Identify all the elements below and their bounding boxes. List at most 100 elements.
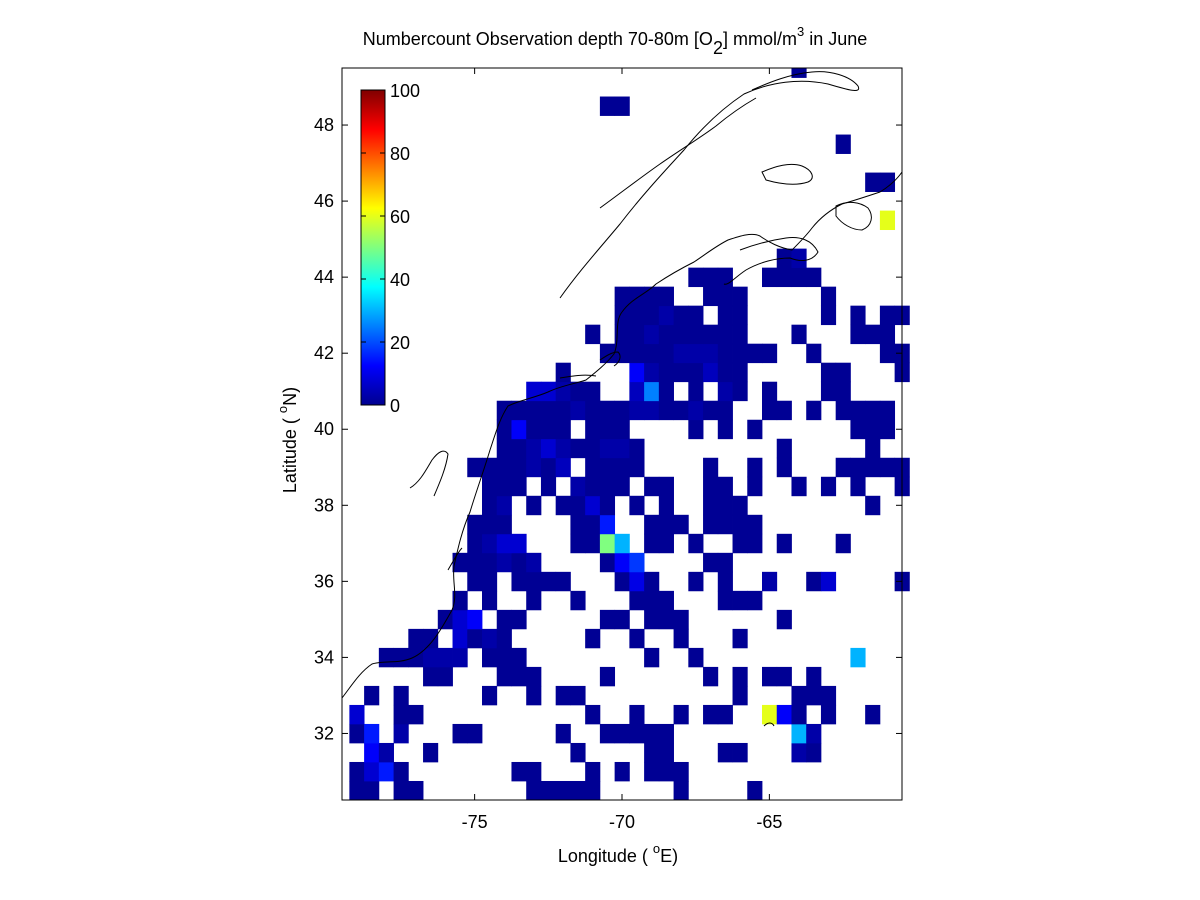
heatmap-cell bbox=[540, 780, 557, 801]
heatmap-cell bbox=[717, 476, 733, 497]
coastline-nova-scotia bbox=[723, 237, 819, 285]
y-tick-label: 46 bbox=[314, 191, 334, 211]
heatmap-cell bbox=[820, 305, 837, 326]
heatmap-cell bbox=[806, 685, 822, 706]
heatmap-cell bbox=[496, 495, 512, 516]
heatmap-cell bbox=[717, 514, 733, 535]
heatmap-cell bbox=[482, 495, 498, 516]
heatmap-cell bbox=[599, 96, 616, 116]
heatmap-cell bbox=[732, 742, 748, 763]
heatmap-cell bbox=[629, 381, 645, 402]
colorbar-tick-label: 80 bbox=[390, 144, 410, 164]
heatmap-cell bbox=[658, 362, 674, 383]
y-tick-label: 34 bbox=[314, 647, 334, 667]
heatmap-cell bbox=[526, 495, 542, 516]
heatmap-cell bbox=[747, 533, 763, 554]
heatmap-cell bbox=[717, 552, 733, 573]
heatmap-cell bbox=[511, 476, 527, 497]
heatmap-cell bbox=[762, 267, 778, 288]
heatmap-cell bbox=[496, 400, 512, 421]
heatmap-cell bbox=[865, 457, 881, 478]
heatmap-cell bbox=[644, 400, 660, 421]
heatmap-cell bbox=[688, 400, 704, 421]
coastline-pei bbox=[761, 163, 813, 185]
heatmap-cell bbox=[364, 761, 380, 782]
heatmap-cell bbox=[747, 514, 763, 535]
heatmap-cell bbox=[555, 381, 571, 402]
heatmap-cell bbox=[570, 685, 586, 706]
heatmap-cell bbox=[511, 609, 527, 630]
heatmap-cell bbox=[644, 761, 660, 782]
heatmap-cell bbox=[644, 533, 660, 554]
heatmap-cell bbox=[496, 514, 512, 535]
heatmap-cell bbox=[629, 590, 645, 611]
heatmap-cell bbox=[658, 343, 674, 364]
heatmap-cell bbox=[865, 704, 881, 725]
heatmap-cell bbox=[423, 628, 439, 649]
heatmap-cell bbox=[658, 723, 674, 744]
heatmap-cell bbox=[879, 324, 896, 345]
heatmap-cell bbox=[865, 438, 881, 459]
heatmap-cell bbox=[393, 685, 409, 706]
heatmap-cell bbox=[614, 305, 630, 326]
heatmap-cell bbox=[585, 514, 601, 535]
heatmap-cell bbox=[570, 780, 586, 801]
heatmap-cell bbox=[732, 533, 748, 554]
heatmap-cell bbox=[570, 495, 586, 516]
heatmap-cell bbox=[555, 780, 571, 801]
heatmap-cell bbox=[585, 628, 601, 649]
heatmap-cell bbox=[703, 495, 719, 516]
heatmap-cell bbox=[688, 305, 704, 326]
y-tick-label: 36 bbox=[314, 571, 334, 591]
heatmap-cell bbox=[599, 609, 616, 630]
heatmap-cell bbox=[703, 457, 719, 478]
heatmap-cell bbox=[599, 457, 616, 478]
heatmap-cell bbox=[511, 571, 527, 592]
heatmap-cell bbox=[364, 742, 380, 763]
heatmap-cell bbox=[850, 324, 866, 345]
heatmap-cell bbox=[806, 267, 822, 288]
heatmap-cell bbox=[555, 495, 571, 516]
heatmap-cell bbox=[835, 533, 851, 554]
heatmap-cell bbox=[747, 419, 763, 440]
heatmap-cell bbox=[820, 685, 837, 706]
heatmap-cell bbox=[364, 780, 380, 801]
heatmap-cell bbox=[423, 666, 439, 687]
heatmap-cell bbox=[820, 704, 837, 725]
heatmap-cell bbox=[762, 704, 778, 725]
heatmap-cell bbox=[540, 476, 557, 497]
heatmap-cell bbox=[850, 305, 866, 326]
heatmap-cell bbox=[717, 381, 733, 402]
heatmap-cell bbox=[423, 742, 439, 763]
heatmap-cell bbox=[526, 685, 542, 706]
heatmap-cell bbox=[703, 362, 719, 383]
heatmap-cell bbox=[393, 723, 409, 744]
heatmap-cell bbox=[599, 438, 616, 459]
heatmap-cell bbox=[791, 248, 807, 269]
heatmap-cell bbox=[599, 552, 616, 573]
colorbar-tick-label: 60 bbox=[390, 207, 410, 227]
heatmap-cell bbox=[673, 343, 689, 364]
heatmap-cell bbox=[673, 609, 689, 630]
heatmap-cell bbox=[482, 628, 498, 649]
heatmap-cell bbox=[717, 495, 733, 516]
heatmap-cell bbox=[820, 362, 837, 383]
heatmap-cell bbox=[850, 457, 866, 478]
heatmap-cell bbox=[644, 723, 660, 744]
y-tick-label: 48 bbox=[314, 115, 334, 135]
heatmap-cell bbox=[791, 476, 807, 497]
heatmap-cell bbox=[467, 571, 483, 592]
heatmap-cell bbox=[526, 552, 542, 573]
heatmap-cell bbox=[673, 324, 689, 345]
heatmap-cell bbox=[570, 514, 586, 535]
heatmap-cell bbox=[688, 419, 704, 440]
heatmap-cell bbox=[408, 704, 424, 725]
heatmap-cell bbox=[585, 438, 601, 459]
heatmap-cell bbox=[732, 343, 748, 364]
heatmap-cell bbox=[806, 742, 822, 763]
heatmap-cell bbox=[762, 343, 778, 364]
heatmap-cell bbox=[776, 457, 792, 478]
heatmap-cell bbox=[482, 685, 498, 706]
heatmap-cell bbox=[747, 343, 763, 364]
